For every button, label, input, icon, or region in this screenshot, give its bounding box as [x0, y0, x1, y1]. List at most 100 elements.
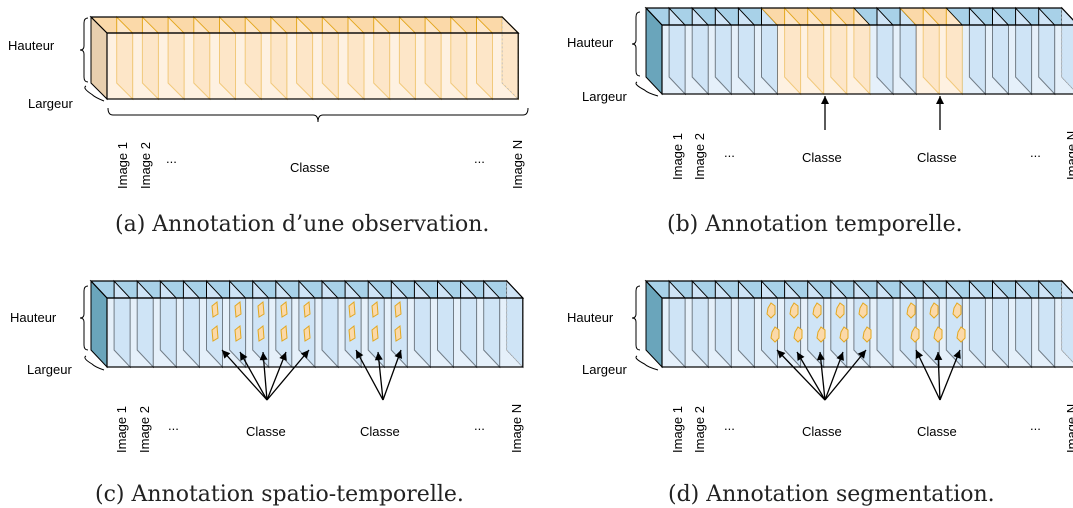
- panel-a-image-second: Image 2: [138, 142, 153, 189]
- slice-15: [968, 279, 1010, 369]
- slice-3: [136, 279, 178, 369]
- panel-c-arrow-b3-head: [394, 350, 403, 359]
- annotation-region-14: [348, 325, 356, 342]
- slice-front: [662, 25, 686, 94]
- slice-3: [691, 6, 733, 96]
- panel-d-height-label: Hauteur: [567, 310, 614, 325]
- slice-17: [1014, 279, 1056, 369]
- panel-b-ellipsis-right: ...: [1030, 145, 1041, 160]
- panel-d-volume: [644, 279, 1073, 369]
- annotation-region-7: [234, 325, 242, 342]
- slice-front: [823, 25, 847, 94]
- slice-front: [708, 298, 732, 367]
- panel-b-class-label-2: Classe: [917, 150, 957, 165]
- slice-front: [1031, 298, 1055, 367]
- segmentation-region-5: [812, 302, 822, 319]
- slice-front: [235, 33, 262, 99]
- panel-a-image-first: Image 1: [115, 142, 130, 189]
- panel-d-width-label: Largeur: [582, 362, 627, 377]
- segmentation-region-15: [952, 302, 962, 319]
- annotation-region-11: [348, 301, 356, 318]
- slice-front: [708, 25, 732, 94]
- panel-b-height-label: Hauteur: [567, 35, 614, 50]
- annotation-region-16: [394, 325, 402, 342]
- annotation-region-12: [371, 301, 379, 318]
- panel-c-image-last: Image N: [509, 404, 524, 453]
- panel-d-arrow-b1-head: [915, 350, 924, 359]
- slice-2: [668, 6, 710, 96]
- panel-a-width-label: Largeur: [28, 96, 73, 111]
- annotation-region-4: [280, 301, 288, 318]
- slice-front: [985, 298, 1009, 367]
- slice-front: [1008, 25, 1032, 94]
- panel-d-arrow-a1-head: [777, 350, 786, 359]
- slice-8: [806, 6, 848, 96]
- panel-c-arrow-a5-head: [300, 350, 309, 359]
- slice-front: [800, 25, 824, 94]
- slice-12: [899, 6, 941, 96]
- slice-8: [269, 15, 314, 101]
- slice-front: [754, 25, 778, 94]
- slice-front: [245, 298, 269, 367]
- slice-4: [714, 6, 756, 96]
- panel-b-arrow-2-head: [936, 96, 944, 104]
- annotation-region-1: [211, 301, 219, 318]
- panel-a-class-label: Classe: [290, 160, 330, 175]
- slice-front: [916, 25, 940, 94]
- panel-d-arrow-a3-head: [816, 352, 825, 361]
- segmentation-region-7: [835, 302, 845, 319]
- segmentation-region-8: [839, 326, 849, 343]
- slice-5: [737, 279, 779, 369]
- slice-front: [268, 298, 292, 367]
- segmentation-region-9: [858, 302, 868, 319]
- panel-b-height-brace: [631, 11, 641, 77]
- slice-1: [645, 6, 687, 96]
- slice-front: [209, 33, 236, 99]
- slice-front: [1008, 298, 1032, 367]
- slice-front: [291, 298, 315, 367]
- panel-d-arrow-b2: [937, 351, 941, 401]
- slice-front: [130, 298, 154, 367]
- panel-b-image-second: Image 2: [692, 133, 707, 180]
- panel-c-volume: [89, 279, 525, 369]
- annotation-region-13: [394, 301, 402, 318]
- panel-c-arrow-a2-head: [240, 352, 248, 361]
- volume-top-outline: [89, 16, 520, 34]
- slice-8: [806, 279, 848, 369]
- panel-c-width-label: Largeur: [27, 362, 72, 377]
- slice-front: [985, 25, 1009, 94]
- panel-c-class-label-2: Classe: [360, 424, 400, 439]
- annotation-region-8: [257, 325, 265, 342]
- slice-front: [476, 298, 500, 367]
- panel-c-image-first: Image 1: [114, 406, 129, 453]
- slice-front: [893, 25, 917, 94]
- slice-front: [777, 25, 801, 94]
- panel-c-arrow-b3: [382, 349, 402, 401]
- slice-3: [141, 15, 186, 101]
- panel-c-arrow-b1-head: [356, 350, 364, 359]
- slice-front: [261, 33, 287, 99]
- panel-c-image-second: Image 2: [137, 406, 152, 453]
- slice-front: [685, 25, 709, 94]
- slice-front: [184, 33, 210, 99]
- annotation-region-6: [211, 325, 219, 342]
- panel-b-caption: (b) Annotation temporelle.: [667, 212, 963, 237]
- segmentation-region-2: [770, 326, 780, 343]
- panel-d-arrow-b3: [939, 349, 961, 401]
- segmentation-region-6: [816, 326, 826, 343]
- segmentation-region-4: [793, 326, 803, 343]
- volume-top-outline: [644, 280, 1073, 299]
- panel-c-arrow-a2: [239, 351, 268, 401]
- slice-front: [415, 33, 442, 99]
- volume-right-face: [506, 279, 524, 369]
- segmentation-region-16: [956, 326, 966, 343]
- slice-front: [107, 298, 131, 367]
- panel-c-annotations: [79, 285, 403, 401]
- slice-2: [668, 279, 710, 369]
- slice-13: [922, 6, 964, 96]
- panel-b: Hauteur Largeur Image 1 Image 2 Image N.....…: [567, 6, 1073, 237]
- panel-c-caption: (c) Annotation spatio-temporelle.: [95, 482, 464, 507]
- panel-d-annotations: [631, 285, 966, 401]
- panel-c-arrow-b2-head: [374, 352, 383, 361]
